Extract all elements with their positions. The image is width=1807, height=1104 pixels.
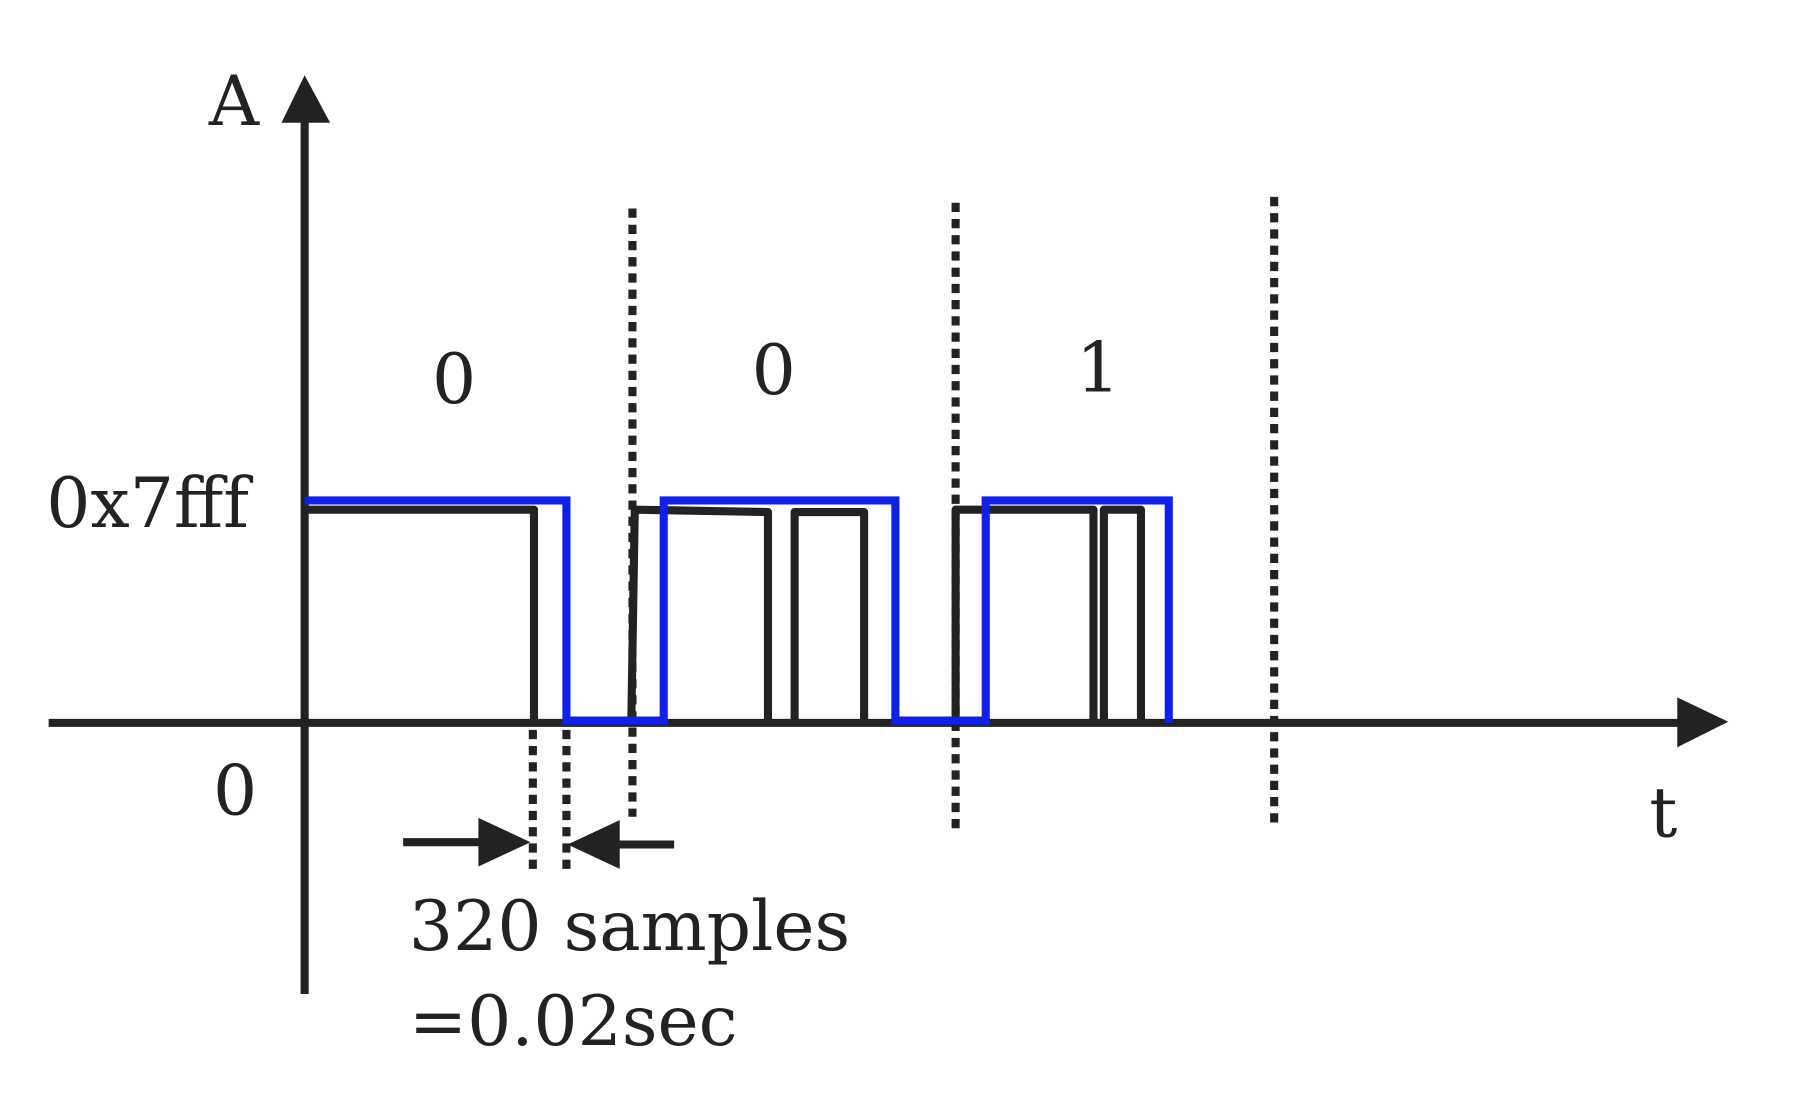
high-level-label: 0x7fff — [46, 463, 253, 544]
zero-level-label: 0 — [213, 750, 257, 831]
x-axis-label: t — [1649, 772, 1677, 853]
interval-arrow-head — [478, 817, 531, 867]
interval-arrow-head — [567, 820, 620, 869]
bit-label: 0 — [432, 339, 476, 420]
bit-label: 1 — [1076, 328, 1120, 409]
bit-label: 0 — [752, 330, 796, 411]
signal-black — [304, 505, 1146, 723]
x-arrow — [1677, 697, 1729, 748]
annotation: 320 samples — [409, 886, 850, 967]
y-axis-label: A — [208, 61, 260, 142]
signal-blue — [304, 496, 1173, 725]
y-arrow — [281, 75, 331, 123]
annotation: =0.02sec — [409, 981, 738, 1062]
